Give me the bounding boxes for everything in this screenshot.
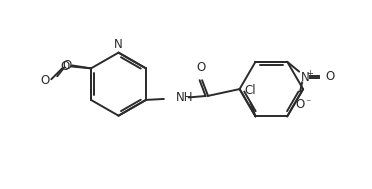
Text: +: + bbox=[307, 69, 314, 78]
Text: Cl: Cl bbox=[245, 84, 256, 97]
Text: O: O bbox=[62, 59, 72, 72]
Text: O: O bbox=[40, 74, 49, 87]
Text: O: O bbox=[60, 60, 69, 73]
Text: N: N bbox=[301, 71, 310, 84]
Text: NH: NH bbox=[176, 91, 193, 105]
Text: O: O bbox=[295, 98, 305, 111]
Text: O: O bbox=[325, 70, 334, 83]
Text: O: O bbox=[196, 61, 205, 74]
Text: N: N bbox=[114, 38, 123, 51]
Text: ⁻: ⁻ bbox=[305, 98, 311, 108]
